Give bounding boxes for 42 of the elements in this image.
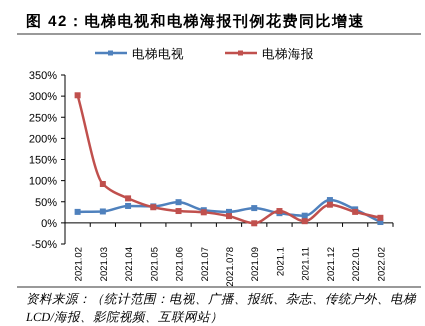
y-tick-label: 350% — [28, 70, 58, 82]
point — [302, 212, 308, 219]
y-tick-label: -50% — [31, 239, 58, 251]
text: 资料来源：（统计范围：电视、广播、报纸、杂志、传统户外、电梯LCD/海报、影院视频、互联网站） — [26, 291, 418, 326]
point — [125, 195, 132, 202]
x-tick-label: 2021.02 — [74, 247, 85, 282]
point — [226, 213, 232, 220]
point — [251, 220, 258, 226]
chart-title: 图 42：电梯电视和电梯海报刊例花费同比增速 — [26, 13, 365, 30]
y-tick-label: 150% — [28, 154, 58, 166]
x-tick-label: 2021.05 — [149, 247, 160, 282]
x-tick-label: 2022.01 — [351, 247, 362, 282]
point — [176, 208, 182, 214]
y-tick-label: 200% — [28, 133, 58, 146]
point — [302, 218, 308, 224]
point — [176, 199, 182, 206]
point — [74, 92, 81, 98]
point — [352, 208, 358, 215]
x-tick-label: 2021.078 — [225, 247, 236, 287]
x-tick-label: 2021.04 — [124, 247, 136, 282]
y-tick-label: 50% — [34, 196, 58, 209]
point — [377, 214, 384, 221]
point — [100, 208, 106, 214]
y-tick-label: 100% — [28, 176, 58, 188]
legend-label: 电梯海报 — [262, 47, 314, 61]
point — [251, 205, 258, 212]
y-tick-label: 0% — [41, 218, 58, 230]
point — [326, 202, 333, 208]
x-tick-label: 2021.12 — [326, 247, 337, 282]
x-tick-label: 2021.03 — [98, 247, 110, 282]
x-tick-label: 2022.02 — [376, 247, 388, 282]
x-tick-label: 2021.07 — [200, 247, 211, 282]
point — [74, 208, 81, 215]
legend-label: 电梯电视 — [132, 47, 184, 61]
y-tick-label: 300% — [28, 91, 58, 104]
x-tick-label: 2021.11 — [300, 247, 312, 281]
x-tick-label: 2021.1 — [275, 247, 286, 276]
point — [100, 181, 106, 188]
y-tick-label: 250% — [28, 112, 58, 124]
x-tick-label: 2021.06 — [174, 247, 186, 282]
point — [125, 202, 132, 209]
x-tick-label: 2021.09 — [250, 247, 262, 282]
